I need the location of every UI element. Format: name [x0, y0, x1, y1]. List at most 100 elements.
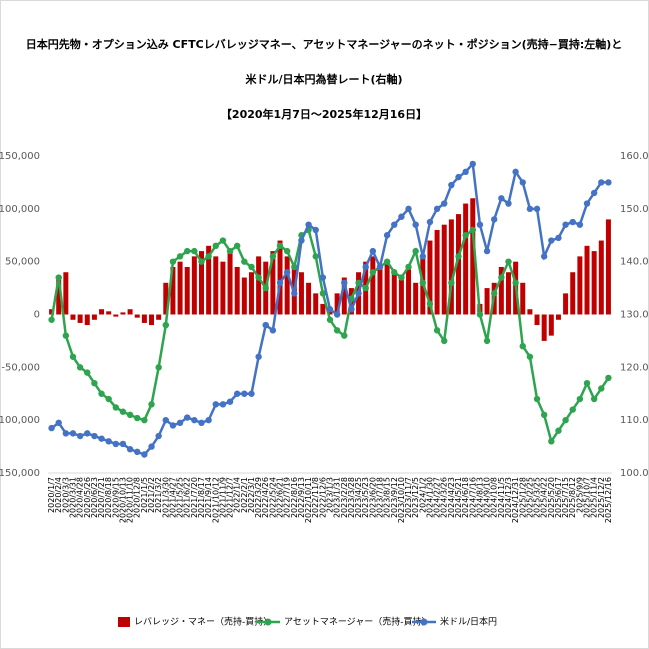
bar — [106, 311, 112, 315]
x-tick-label: 2025/8/12 — [568, 477, 577, 518]
bar — [56, 277, 62, 315]
marker — [55, 419, 62, 427]
x-tick-label: 2025/5/20 — [547, 477, 556, 518]
x-tick-label: 2024/6/18 — [461, 477, 470, 518]
marker — [569, 406, 576, 413]
marker — [605, 179, 612, 186]
bar — [113, 314, 119, 317]
marker — [141, 416, 148, 424]
y2-tick-label: 140.0 — [620, 257, 649, 268]
bar — [456, 214, 462, 315]
marker — [76, 432, 84, 440]
x-tick-label: 2023/10/10 — [397, 477, 406, 523]
marker — [519, 343, 526, 350]
marker — [155, 364, 162, 371]
marker — [283, 269, 291, 276]
x-tick-label: 2024/12/31 — [511, 477, 520, 523]
bar — [191, 256, 197, 315]
marker — [176, 253, 184, 260]
marker — [305, 221, 312, 228]
marker — [219, 237, 227, 244]
marker — [276, 279, 284, 286]
bar — [591, 251, 597, 315]
x-tick-label: 2021/1/5 — [140, 477, 149, 513]
marker — [583, 200, 591, 207]
bar — [441, 224, 447, 315]
marker — [48, 424, 55, 432]
marker — [441, 200, 448, 207]
marker — [262, 321, 269, 329]
bar — [548, 314, 554, 336]
marker — [191, 416, 198, 424]
marker — [233, 242, 241, 250]
marker — [405, 263, 412, 271]
bar — [527, 309, 533, 315]
marker — [162, 416, 169, 424]
marker — [84, 430, 91, 437]
marker — [84, 369, 91, 376]
x-tick-label: 2025/4/22 — [540, 477, 549, 518]
x-tick-label: 2024/1/2 — [418, 477, 427, 513]
marker — [555, 427, 562, 434]
marker — [62, 430, 70, 437]
bar — [256, 256, 262, 315]
marker — [548, 237, 555, 244]
bar — [413, 282, 419, 315]
marker — [505, 200, 512, 207]
bar — [463, 203, 469, 315]
x-tick-label: 2021/8/17 — [197, 477, 206, 518]
marker — [483, 337, 491, 345]
x-tick-label: 2024/12/3 — [504, 477, 513, 518]
marker — [55, 274, 62, 281]
marker — [598, 385, 605, 392]
bar — [84, 314, 90, 326]
x-tick-label: 2022/5/24 — [268, 477, 277, 518]
marker — [383, 232, 391, 239]
x-tick-label: 2025/2/25 — [525, 477, 534, 518]
marker — [312, 226, 319, 234]
x-tick-label: 2025/1/28 — [518, 477, 527, 518]
marker — [398, 213, 405, 220]
bar — [284, 256, 290, 315]
x-tick-label: 2023/8/15 — [383, 477, 392, 518]
x-tick-label: 2023/7/18 — [375, 477, 384, 518]
bar — [213, 256, 219, 315]
marker — [569, 218, 576, 226]
bar — [206, 245, 212, 315]
marker — [369, 247, 377, 255]
y-tick-label: 0 — [34, 310, 40, 321]
marker — [441, 337, 448, 345]
marker — [362, 263, 369, 271]
marker — [134, 414, 141, 422]
legend-swatch — [420, 618, 428, 626]
y-tick-label: 100,000 — [0, 204, 40, 215]
x-tick-label: 2021/12/7 — [226, 477, 235, 518]
marker — [319, 290, 327, 297]
bar — [484, 288, 490, 315]
marker — [262, 284, 269, 292]
marker — [376, 263, 384, 271]
x-tick-label: 2025/3/25 — [533, 477, 542, 518]
marker — [148, 401, 155, 408]
marker — [512, 168, 519, 176]
x-tick-label: 2022/3/1 — [247, 477, 256, 513]
marker — [562, 221, 569, 228]
legend-swatch — [118, 617, 130, 627]
marker — [184, 414, 191, 421]
bar — [120, 312, 126, 315]
marker — [48, 316, 55, 323]
marker — [205, 253, 212, 260]
marker — [491, 216, 498, 223]
marker — [576, 395, 584, 403]
legend-label: アセットマネージャー（売持-買持） — [284, 616, 430, 628]
marker — [576, 221, 584, 228]
bar — [270, 251, 276, 315]
marker — [105, 438, 112, 445]
marker — [462, 232, 469, 239]
chart-title: 日本円先物・オプション込み CFTCレバレッジマネー、アセットマネージャーのネッ… — [26, 37, 623, 51]
x-tick-label: 2024/8/13 — [475, 477, 484, 518]
marker — [212, 401, 219, 408]
marker — [426, 300, 434, 308]
marker — [476, 311, 484, 318]
